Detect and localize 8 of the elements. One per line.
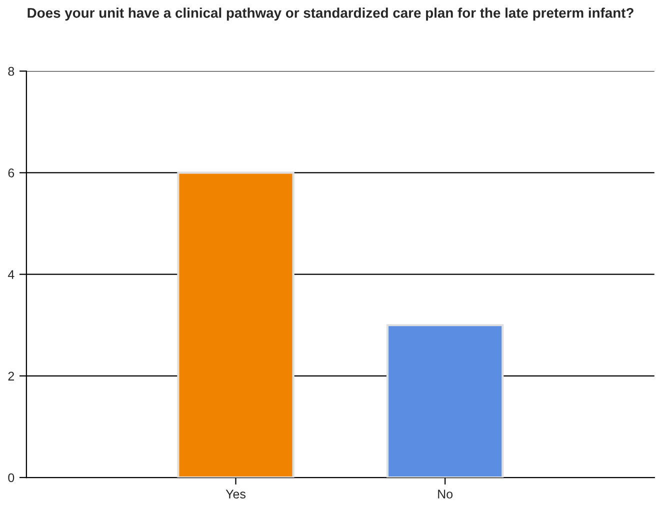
chart-title: Does your unit have a clinical pathway or standardized care plan for the late preterm infant? bbox=[28, 8, 634, 21]
x-tick-label: No bbox=[438, 490, 453, 499]
y-tick-label: 4 bbox=[8, 270, 14, 279]
y-tick-label: 2 bbox=[8, 372, 14, 380]
y-tick-label: 6 bbox=[8, 168, 14, 178]
y-tick-label: 0 bbox=[8, 473, 14, 482]
y-tick-label: 8 bbox=[8, 66, 14, 76]
x-tick-label: Yes bbox=[226, 490, 246, 499]
